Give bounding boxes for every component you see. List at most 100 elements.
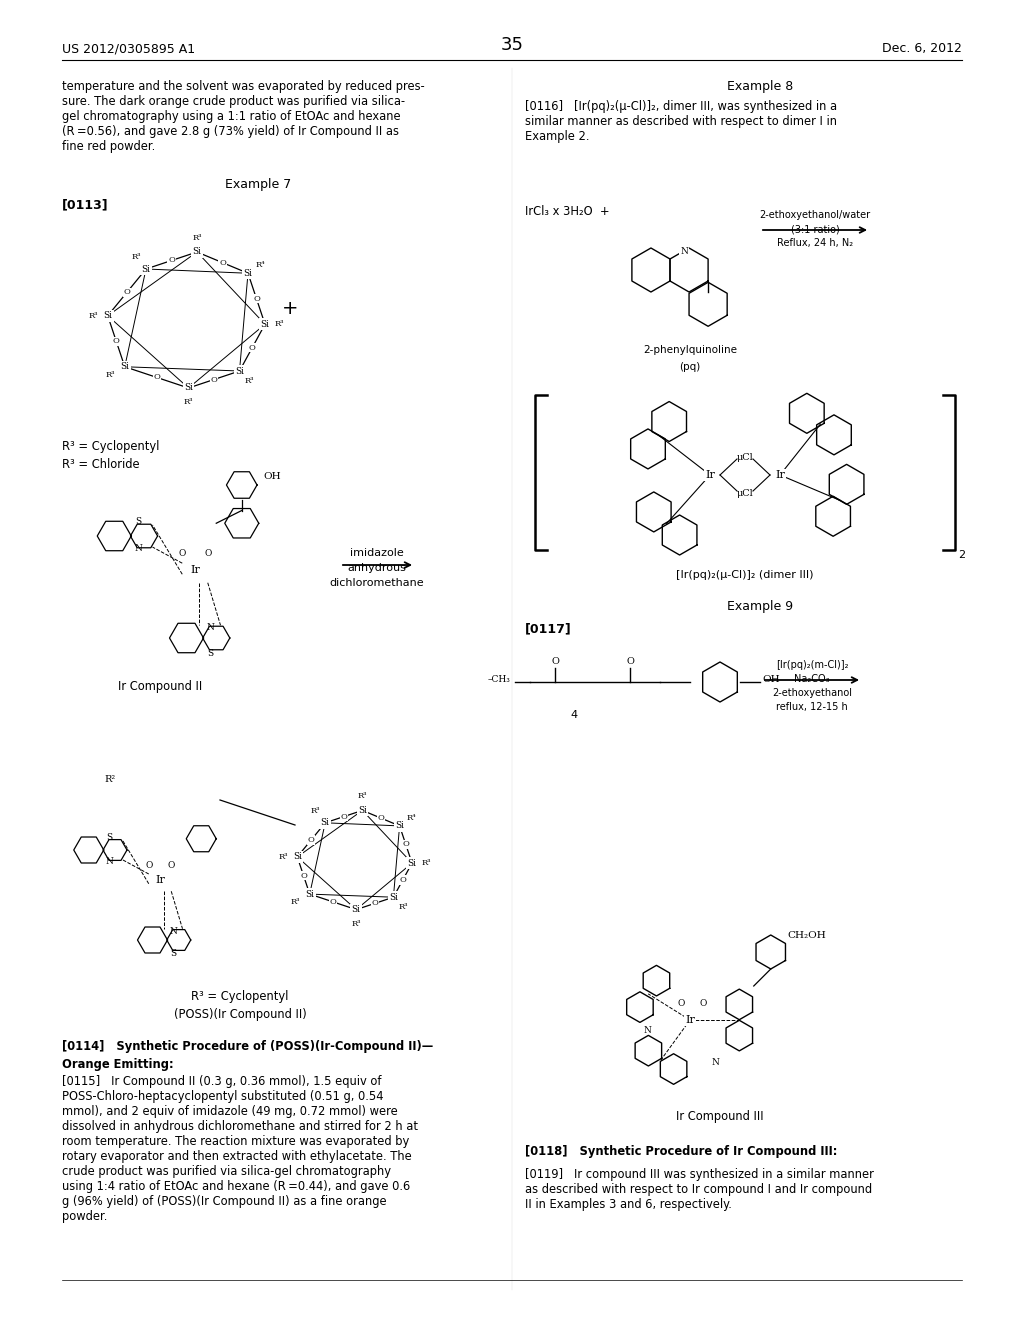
- Text: (POSS)(Ir Compound II): (POSS)(Ir Compound II): [174, 1008, 306, 1020]
- Text: S: S: [207, 649, 213, 657]
- Text: R²: R²: [104, 776, 116, 784]
- Text: R³: R³: [131, 253, 140, 261]
- Text: Si: Si: [305, 890, 314, 899]
- Text: R³: R³: [398, 903, 409, 911]
- Text: Si: Si: [351, 906, 360, 913]
- Text: Na₂CO₃: Na₂CO₃: [795, 675, 829, 684]
- Text: Example 7: Example 7: [225, 178, 291, 191]
- Text: Reflux, 24 h, N₂: Reflux, 24 h, N₂: [777, 238, 853, 248]
- Text: Si: Si: [120, 362, 129, 371]
- Text: Si: Si: [141, 264, 151, 273]
- Text: R³: R³: [357, 792, 368, 800]
- Text: R³: R³: [183, 399, 194, 407]
- Text: Ir Compound III: Ir Compound III: [676, 1110, 764, 1123]
- Text: R³: R³: [89, 312, 98, 319]
- Text: O: O: [330, 898, 337, 906]
- Text: O: O: [300, 871, 307, 879]
- Text: Ir: Ir: [190, 565, 200, 576]
- Text: O: O: [124, 288, 130, 297]
- Text: R³ = Cyclopentyl: R³ = Cyclopentyl: [191, 990, 289, 1003]
- Text: Ir Compound II: Ir Compound II: [118, 680, 202, 693]
- Text: temperature and the solvent was evaporated by reduced pres-
sure. The dark orang: temperature and the solvent was evaporat…: [62, 81, 425, 153]
- Text: Dec. 6, 2012: Dec. 6, 2012: [882, 42, 962, 55]
- Text: dichloromethane: dichloromethane: [330, 578, 424, 587]
- Text: Si: Si: [234, 367, 244, 375]
- Text: O: O: [399, 876, 407, 884]
- Text: Example 8: Example 8: [727, 81, 794, 92]
- Text: N: N: [134, 544, 142, 553]
- Text: 2-phenylquinoline: 2-phenylquinoline: [643, 345, 737, 355]
- Text: O: O: [168, 256, 175, 264]
- Text: R³: R³: [421, 859, 431, 867]
- Text: [0113]: [0113]: [62, 198, 109, 211]
- Text: OH: OH: [762, 676, 779, 685]
- Text: R³: R³: [106, 371, 116, 379]
- Text: O: O: [178, 549, 186, 557]
- Text: 2: 2: [958, 550, 966, 560]
- Text: O: O: [378, 814, 384, 822]
- Text: Orange Emitting:: Orange Emitting:: [62, 1059, 174, 1071]
- Text: R³: R³: [274, 321, 284, 329]
- Text: R³: R³: [245, 378, 254, 385]
- Text: R³: R³: [279, 853, 288, 861]
- Text: Si: Si: [193, 248, 202, 256]
- Text: [0119]   Ir compound III was synthesized in a similar manner
as described with r: [0119] Ir compound III was synthesized i…: [525, 1168, 873, 1210]
- Text: R³: R³: [291, 898, 300, 906]
- Text: S: S: [106, 833, 113, 842]
- Text: O: O: [308, 836, 314, 843]
- Text: CH₂OH: CH₂OH: [787, 931, 826, 940]
- Text: O: O: [626, 657, 634, 667]
- Text: O: O: [340, 813, 347, 821]
- Text: N: N: [643, 1026, 651, 1035]
- Text: [0116]   [Ir(pq)₂(μ-Cl)]₂, dimer III, was synthesized in a
similar manner as des: [0116] [Ir(pq)₂(μ-Cl)]₂, dimer III, was …: [525, 100, 838, 143]
- Text: [0115]   Ir Compound II (0.3 g, 0.36 mmol), 1.5 equiv of
POSS-Chloro-heptacyclop: [0115] Ir Compound II (0.3 g, 0.36 mmol)…: [62, 1074, 418, 1224]
- Text: R³: R³: [193, 234, 202, 242]
- Text: N: N: [680, 248, 688, 256]
- Text: O: O: [249, 343, 256, 351]
- Text: Si: Si: [321, 818, 330, 828]
- Text: R⁴: R⁴: [407, 814, 417, 822]
- Text: R⁴: R⁴: [255, 261, 265, 269]
- Text: 4: 4: [570, 710, 578, 719]
- Text: Si: Si: [184, 384, 193, 392]
- Text: +: +: [282, 298, 298, 318]
- Text: reflux, 12-15 h: reflux, 12-15 h: [776, 702, 848, 711]
- Text: O: O: [168, 861, 175, 870]
- Text: O: O: [145, 861, 153, 870]
- Text: Si: Si: [389, 892, 398, 902]
- Text: Ir: Ir: [775, 470, 785, 480]
- Text: Ir: Ir: [706, 470, 715, 480]
- Text: anhydrous: anhydrous: [347, 564, 407, 573]
- Text: O: O: [551, 657, 559, 667]
- Text: O: O: [211, 375, 217, 384]
- Text: S: S: [170, 949, 176, 958]
- Text: [0117]: [0117]: [525, 622, 571, 635]
- Text: R³: R³: [310, 807, 319, 814]
- Text: [0118]   Synthetic Procedure of Ir Compound III:: [0118] Synthetic Procedure of Ir Compoun…: [525, 1144, 838, 1158]
- Text: [Ir(pq)₂(m-Cl)]₂: [Ir(pq)₂(m-Cl)]₂: [776, 660, 848, 671]
- Text: R³ = Chloride: R³ = Chloride: [62, 458, 139, 471]
- Text: [0114]   Synthetic Procedure of (POSS)(Ir-Compound II)—: [0114] Synthetic Procedure of (POSS)(Ir-…: [62, 1040, 433, 1053]
- Text: –CH₃: –CH₃: [487, 676, 510, 685]
- Text: 2-ethoxyethanol: 2-ethoxyethanol: [772, 688, 852, 698]
- Text: 35: 35: [501, 36, 523, 54]
- Text: N: N: [712, 1059, 720, 1067]
- Text: O: O: [204, 549, 211, 557]
- Text: Si: Si: [260, 319, 269, 329]
- Text: Si: Si: [395, 821, 404, 830]
- Text: N: N: [207, 623, 214, 632]
- Text: μCl: μCl: [736, 488, 754, 498]
- Text: Si: Si: [293, 853, 302, 862]
- Text: S: S: [135, 517, 141, 527]
- Text: (pq): (pq): [679, 362, 700, 372]
- Text: US 2012/0305895 A1: US 2012/0305895 A1: [62, 42, 196, 55]
- Text: O: O: [154, 374, 160, 381]
- Text: Si: Si: [244, 269, 253, 277]
- Text: N: N: [170, 927, 177, 936]
- Text: 2-ethoxyethanol/water: 2-ethoxyethanol/water: [760, 210, 870, 220]
- Text: Si: Si: [408, 858, 417, 867]
- Text: O: O: [253, 294, 260, 302]
- Text: [Ir(pq)₂(μ-Cl)]₂ (dimer III): [Ir(pq)₂(μ-Cl)]₂ (dimer III): [676, 570, 814, 579]
- Text: Ir: Ir: [685, 1015, 695, 1026]
- Text: O: O: [113, 337, 120, 346]
